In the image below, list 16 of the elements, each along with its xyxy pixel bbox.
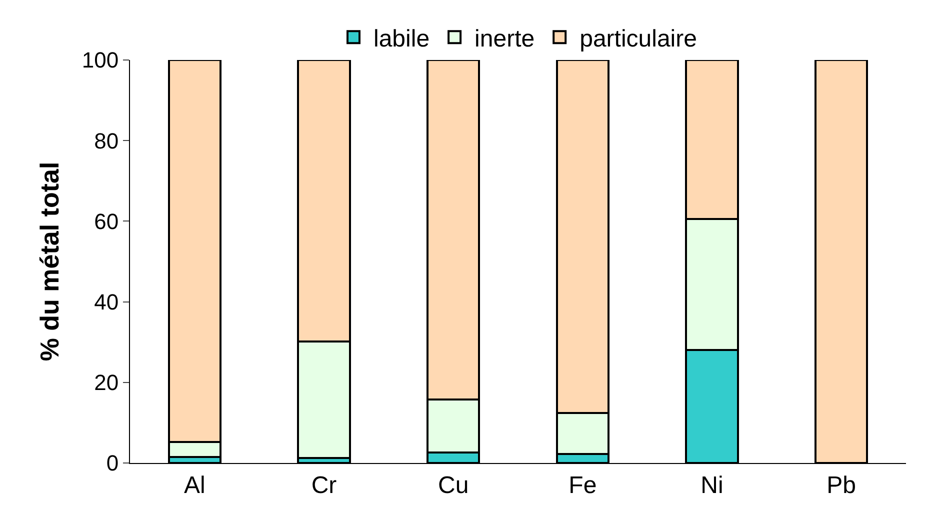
legend-label: inerte [474, 25, 535, 52]
y-tick-label: 80 [94, 128, 119, 154]
y-tick-label: 100 [82, 48, 119, 73]
x-tick-label: Al [184, 472, 206, 499]
x-tick-label: Pb [826, 472, 856, 499]
legend-label: labile [374, 25, 430, 52]
y-tick-label: 40 [94, 290, 119, 314]
legend-label: particulaire [580, 25, 697, 52]
y-tick-label: 60 [94, 208, 119, 234]
y-tick-label: 20 [94, 370, 119, 396]
x-tick-label: Ni [700, 472, 724, 499]
x-tick-label: Cr [311, 472, 337, 499]
x-tick-label: Fe [568, 472, 597, 499]
y-axis-title: % du métal total [34, 162, 64, 362]
y-tick-label: 0 [106, 450, 119, 476]
x-tick-label: Cu [438, 472, 469, 499]
